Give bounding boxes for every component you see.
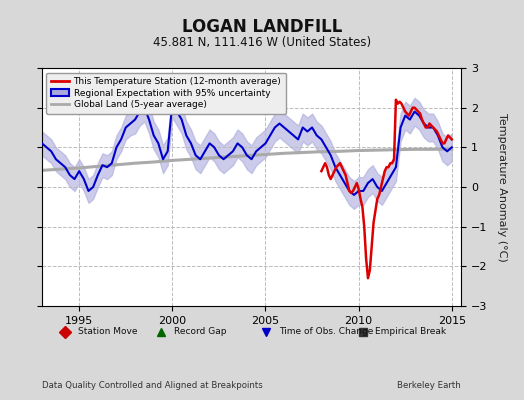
Text: Data Quality Controlled and Aligned at Breakpoints: Data Quality Controlled and Aligned at B… (42, 381, 263, 390)
Text: Berkeley Earth: Berkeley Earth (397, 381, 461, 390)
Text: Station Move: Station Move (78, 328, 137, 336)
Y-axis label: Temperature Anomaly (°C): Temperature Anomaly (°C) (497, 113, 507, 261)
Text: Time of Obs. Change: Time of Obs. Change (279, 328, 373, 336)
Text: Empirical Break: Empirical Break (375, 328, 446, 336)
Text: Record Gap: Record Gap (174, 328, 226, 336)
Text: 45.881 N, 111.416 W (United States): 45.881 N, 111.416 W (United States) (153, 36, 371, 49)
Text: LOGAN LANDFILL: LOGAN LANDFILL (182, 18, 342, 36)
Legend: This Temperature Station (12-month average), Regional Expectation with 95% uncer: This Temperature Station (12-month avera… (47, 72, 286, 114)
